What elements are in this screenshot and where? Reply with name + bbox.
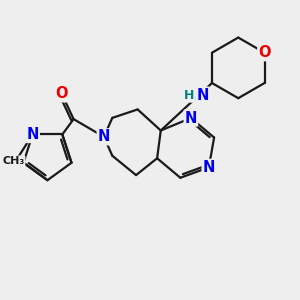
Text: O: O [258,45,271,60]
Text: O: O [56,86,68,101]
Text: CH₃: CH₃ [2,156,25,166]
Text: N: N [98,129,110,144]
Text: H: H [184,89,194,102]
Text: N: N [196,88,209,103]
Text: N: N [26,127,39,142]
Text: N: N [185,110,197,125]
Text: N: N [203,160,215,175]
